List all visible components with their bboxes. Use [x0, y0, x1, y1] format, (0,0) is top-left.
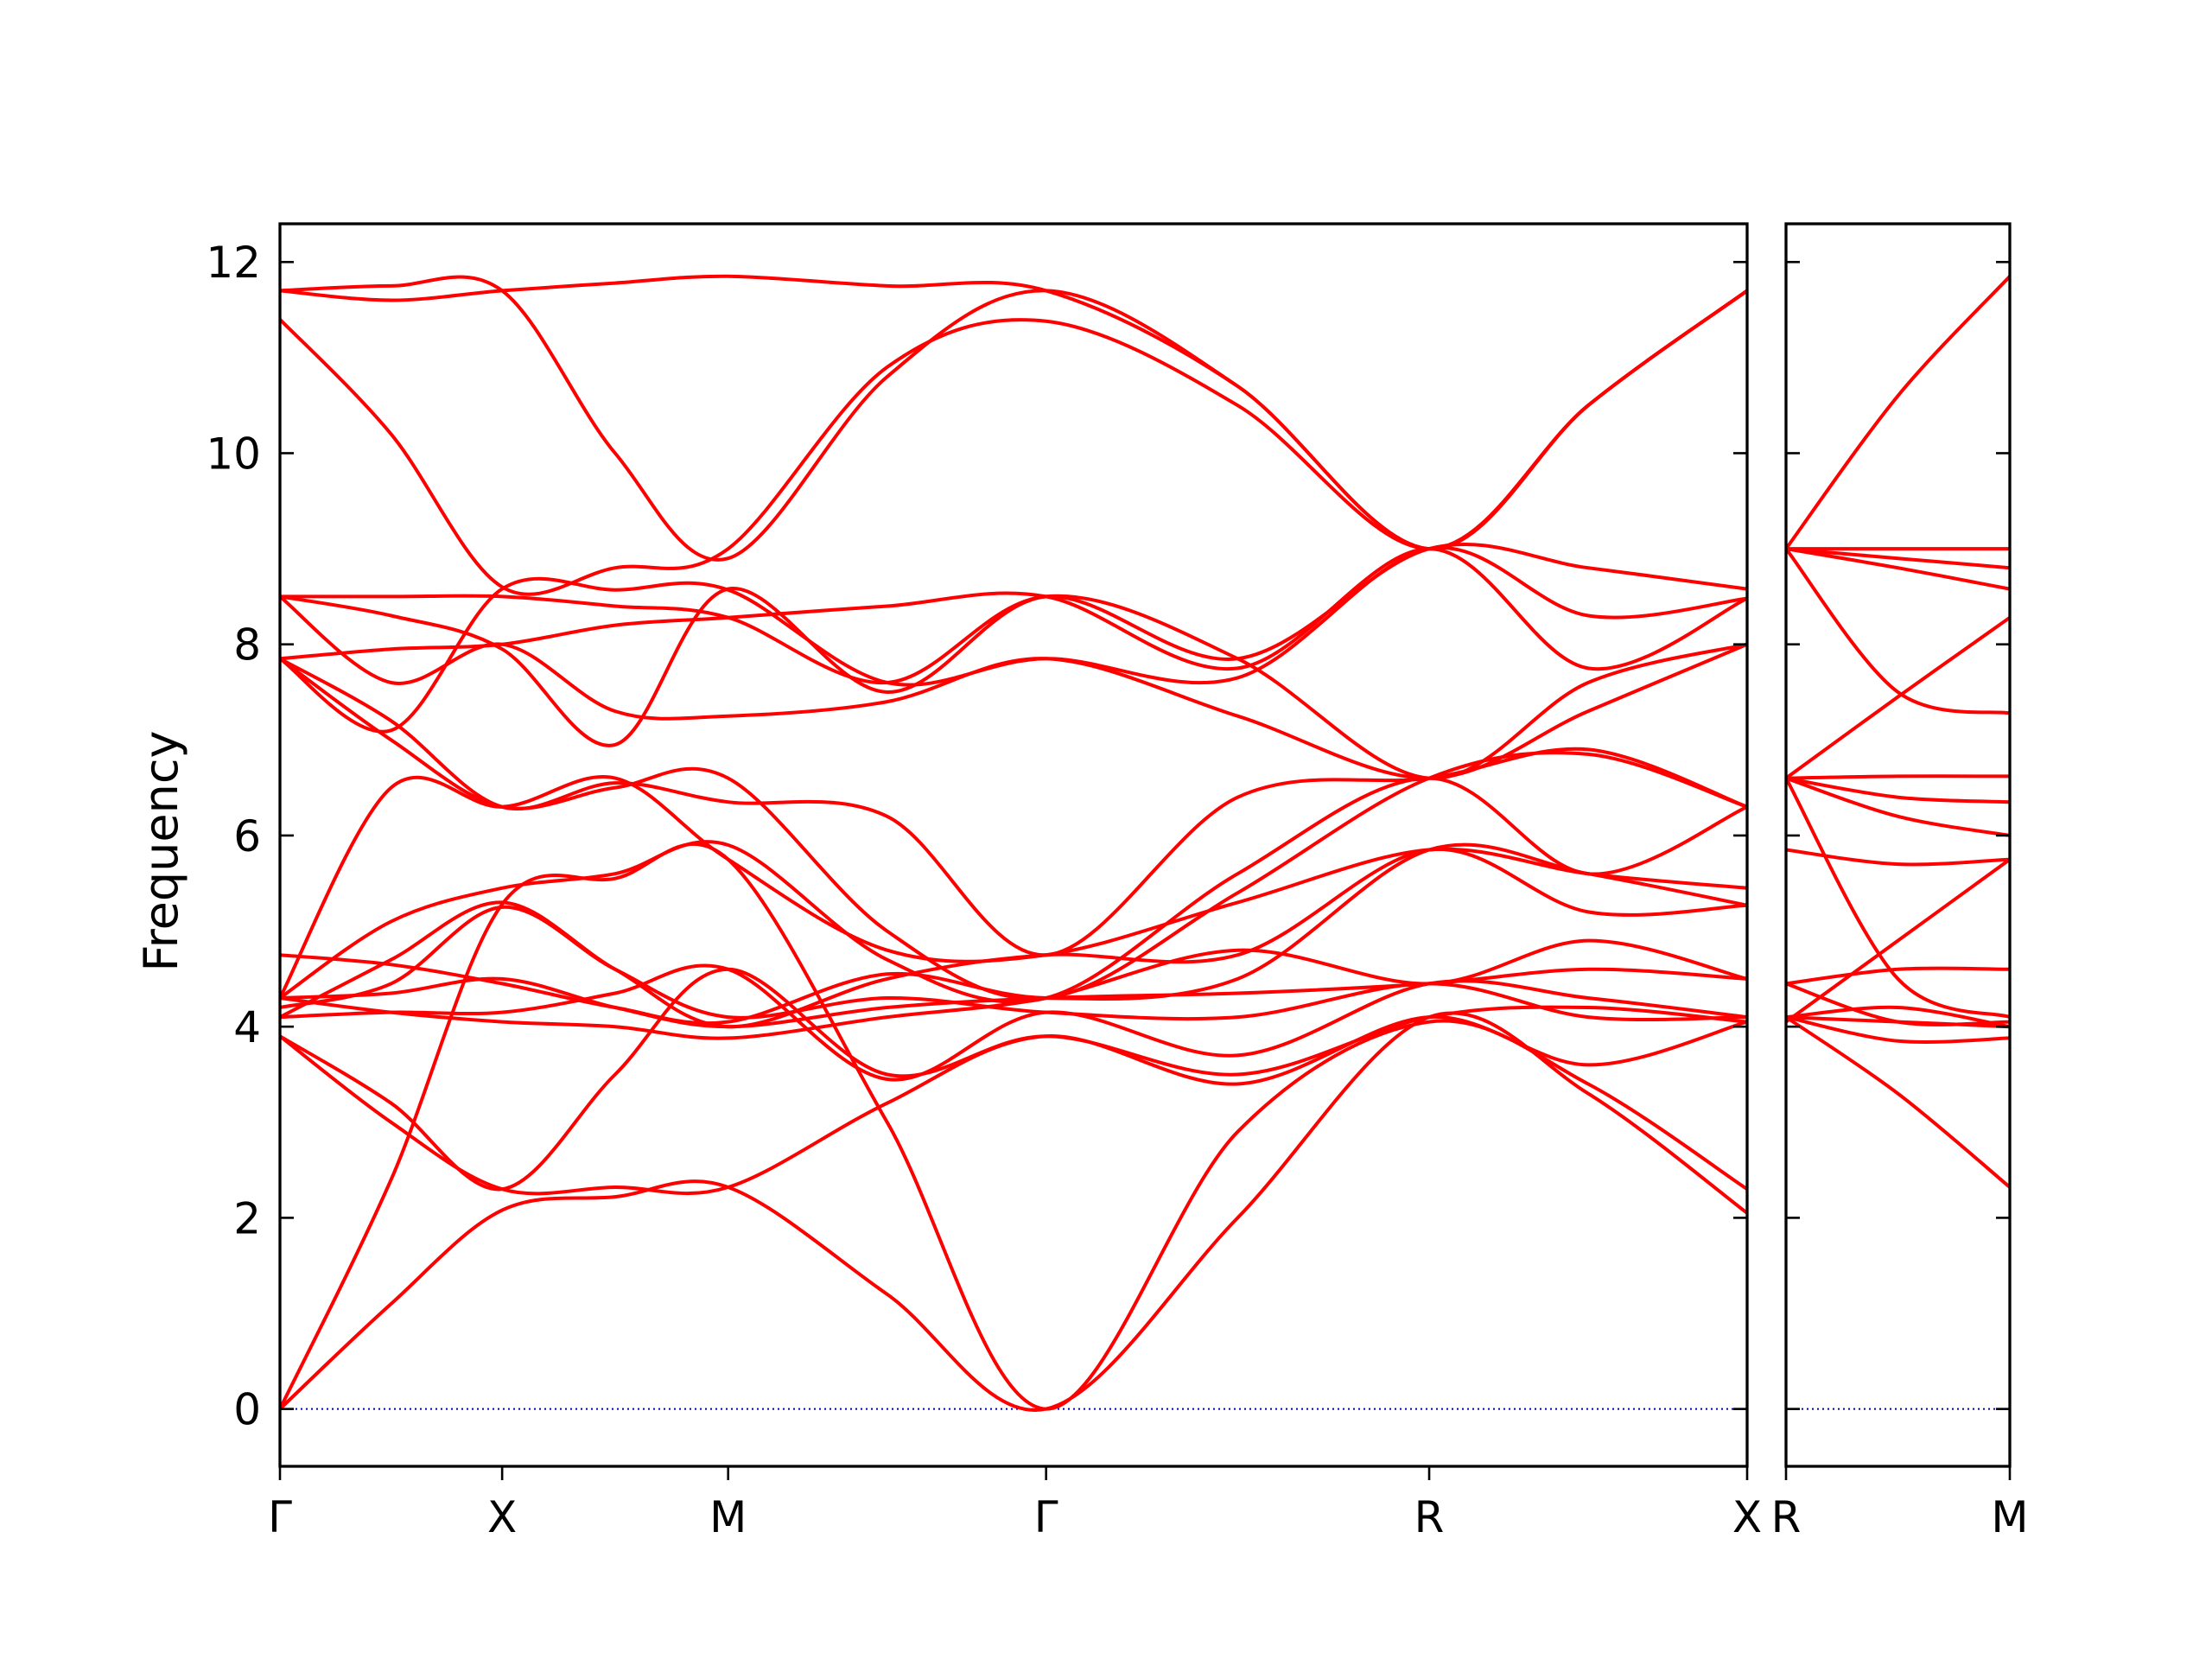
band-line	[280, 842, 1747, 1411]
band-line	[1786, 274, 2010, 551]
band-line	[280, 905, 1747, 1021]
band-line	[280, 289, 1747, 596]
band-line	[280, 545, 1747, 734]
band-line	[280, 657, 1747, 957]
band-line	[1786, 966, 2010, 986]
band-line	[280, 1015, 1747, 1196]
x-tick-label: R	[1771, 1492, 1802, 1542]
band-line	[1786, 1015, 2010, 1189]
x-tick-label: X	[1732, 1492, 1762, 1542]
x-tick-label: Γ	[1034, 1492, 1058, 1542]
x-tick-label: M	[709, 1492, 747, 1542]
x-tick-label: X	[487, 1492, 517, 1542]
main-path-panel: 0 2 4 6 8 10 12 Γ X M Γ R X	[206, 222, 1762, 1542]
x-tick-label: Γ	[268, 1492, 292, 1542]
band-line	[1786, 857, 2010, 1024]
y-tick-label: 0	[233, 1385, 261, 1435]
band-lines	[280, 274, 1747, 1413]
band-line	[1786, 848, 2010, 867]
band-line	[1786, 547, 2010, 715]
band-line	[1786, 547, 2010, 570]
band-line	[280, 274, 1747, 551]
band-line	[1786, 1015, 2010, 1045]
band-line	[1786, 982, 2010, 1027]
band-line	[280, 967, 1747, 1192]
band-line	[280, 967, 1747, 1029]
y-tick-label: 6	[233, 811, 261, 861]
band-line	[280, 963, 1747, 1082]
band-line	[280, 547, 1747, 671]
band-line	[1786, 776, 2010, 837]
band-line	[280, 542, 1747, 685]
y-tick-label: 2	[233, 1193, 261, 1243]
y-tick-label: 12	[206, 238, 261, 288]
axes-frame	[278, 222, 1749, 1468]
band-line	[280, 657, 1747, 1001]
x-tick-label: M	[1991, 1492, 2028, 1542]
band-line	[1786, 774, 2010, 780]
band-line	[1786, 615, 2010, 780]
band-line	[280, 776, 1747, 1004]
band-line	[1786, 776, 2010, 804]
y-tick-label: 10	[206, 429, 261, 479]
x-tick-label: R	[1414, 1492, 1445, 1542]
axes-frame	[1784, 222, 2012, 1468]
y-axis-label: Frequency	[134, 731, 188, 972]
band-line	[280, 938, 1747, 1040]
band-line	[1786, 547, 2010, 591]
band-lines	[1786, 274, 2010, 1189]
band-line	[1786, 1005, 2010, 1029]
band-line	[280, 587, 1747, 780]
y-tick-label: 8	[233, 620, 261, 671]
band-line	[280, 847, 1747, 1029]
band-line	[280, 1011, 1747, 1413]
band-line	[1786, 776, 2010, 1020]
band-line	[280, 842, 1747, 1026]
y-tick-label: 4	[233, 1002, 261, 1052]
band-line	[280, 775, 1747, 1000]
